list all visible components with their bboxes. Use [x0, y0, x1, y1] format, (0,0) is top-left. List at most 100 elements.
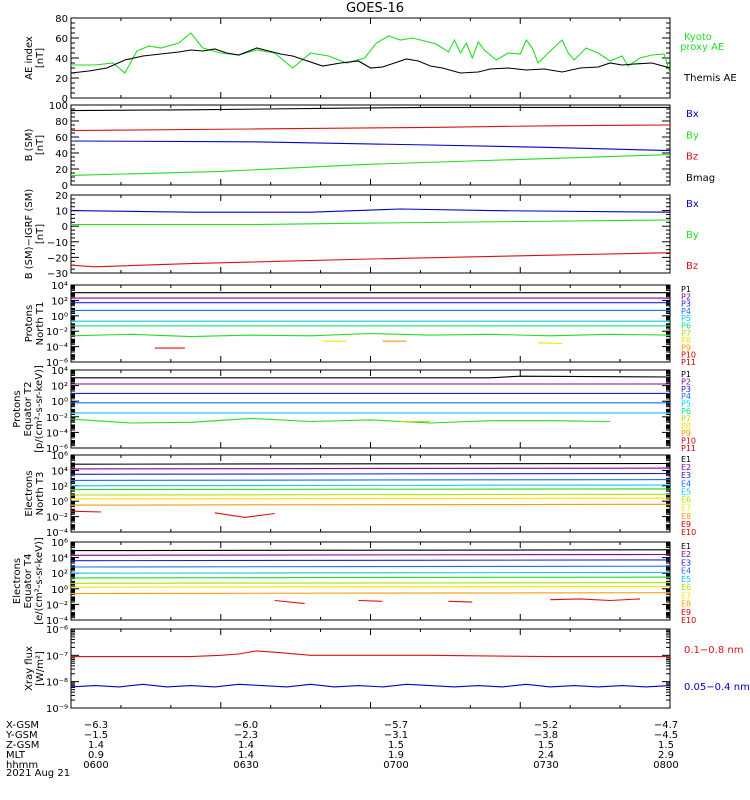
series-bmag [71, 106, 670, 112]
date-label: 2021 Aug 21 [6, 768, 70, 779]
legend-label: Bmag [686, 173, 715, 184]
legend-label: P2 [681, 377, 691, 386]
y-tick-label: 10⁶ [51, 451, 68, 462]
series-e2 [71, 553, 670, 556]
series-e2 [71, 467, 670, 470]
ephemeris-value: 1.5 [388, 740, 404, 751]
legend-label: E3 [681, 558, 691, 567]
legend-label: E8 [681, 600, 691, 609]
series-p6 [71, 417, 611, 424]
y-tick-label: 10⁻⁶ [46, 358, 68, 369]
legend-label: E6 [681, 583, 691, 592]
legend-label: E5 [681, 575, 691, 584]
panel-frame [70, 284, 671, 363]
legend-label: E9 [681, 520, 691, 529]
y-tick-label: 10⁻⁴ [46, 616, 68, 627]
legend-label: E10 [681, 616, 696, 625]
y-tick-label: 10⁻² [46, 600, 68, 611]
legend-label: P4 [681, 392, 691, 401]
legend-label: P4 [681, 307, 691, 316]
legend-label: P3 [681, 300, 691, 309]
panel-frame [70, 369, 671, 449]
panel-4: 10⁻⁶ 10⁻⁴ 10⁻² 10⁰ 10² 10⁴ Protons North T1 P1P2… [24, 281, 696, 369]
legend-label: P7 [681, 414, 691, 423]
legend-label: E4 [681, 479, 691, 488]
legend-label: Kyoto [684, 32, 712, 43]
legend-label: P5 [681, 400, 691, 409]
y-axis-title: [p/(cm²-s-sr-keV)] [34, 365, 45, 453]
y-tick-label: −20 [47, 253, 68, 264]
series-e5 [71, 571, 670, 574]
legend-label: P1 [681, 370, 691, 379]
legend-label: P2 [681, 292, 691, 301]
series-p1 [71, 375, 670, 379]
y-tick-label: 10⁻² [46, 513, 68, 524]
y-tick-label: 20 [55, 165, 68, 176]
legend-label: E7 [681, 591, 691, 600]
y-tick-label: 10⁻² [46, 327, 68, 338]
legend-label: E9 [681, 608, 691, 617]
y-tick-label: 80 [55, 14, 68, 25]
legend-label: Bx [686, 109, 699, 120]
ephemeris-value: 0700 [383, 760, 408, 771]
series-e8 [71, 497, 670, 500]
legend-label: Bz [686, 152, 698, 163]
y-axis-title: [e/(cm²-s-sr-keV)] [34, 537, 45, 625]
series-e10a [274, 599, 305, 605]
y-tick-label: 10⁻⁴ [46, 528, 68, 539]
legend-label: P3 [681, 385, 691, 394]
panel-8: 10⁻⁹ 10⁻⁸ 10⁻⁷ 10⁻⁶ Xray flux [W/m²] 0.1−0.8 n… [24, 625, 750, 715]
y-tick-label: −10 [47, 238, 68, 249]
legend-label: E8 [681, 512, 691, 521]
y-tick-label: 10⁻⁷ [46, 651, 68, 662]
series-e7 [71, 582, 670, 584]
y-axis-title: [nT] [35, 224, 46, 244]
series-e8 [71, 585, 670, 588]
legend-label: Themis AE [683, 73, 737, 84]
y-axis-title: North T3 [35, 472, 46, 516]
y-tick-label: 10⁴ [51, 466, 68, 477]
legend-label: Bx [686, 199, 699, 210]
y-axis-title: Equator T4 [23, 554, 34, 609]
y-tick-label: 10⁶ [51, 538, 68, 549]
y-tick-label: 10⁻⁴ [46, 428, 68, 439]
y-tick-label: 10⁻⁸ [46, 678, 68, 689]
series-e4 [71, 479, 670, 481]
legend-label: E7 [681, 504, 691, 513]
y-tick-label: 10² [51, 482, 68, 493]
legend-label: E4 [681, 567, 691, 576]
y-tick-label: 40 [55, 149, 68, 160]
ephemeris-value: −2.3 [234, 730, 258, 741]
panel-3: −30 −20 −10 0 10 20 B (SM)−IGRF (SM) [nT] Bx By Bz [24, 189, 699, 280]
ephemeris-label: X-GSM [6, 720, 39, 731]
legend-label: E2 [681, 550, 691, 559]
y-tick-label: 100 [49, 101, 68, 112]
y-axis-title: Electrons [24, 470, 35, 516]
y-tick-label: 0 [62, 181, 68, 192]
y-axis-title: Electrons [12, 558, 23, 604]
ephemeris-value: −4.5 [654, 730, 678, 741]
legend-label: E5 [681, 487, 691, 496]
y-tick-label: 10⁰ [51, 397, 68, 408]
legend-label: P6 [681, 407, 691, 416]
legend-label: P11 [681, 358, 696, 367]
series-e10a [71, 510, 102, 513]
series-e10c [448, 600, 473, 603]
panel-frame [70, 628, 671, 709]
legend-label: E1 [681, 542, 691, 551]
y-axis-title: Protons [24, 305, 35, 342]
legend-label: E2 [681, 463, 691, 472]
legend-label: 0.05−0.4 nm [684, 682, 750, 693]
series-e6 [71, 576, 670, 579]
ephemeris-value: −5.7 [384, 720, 408, 731]
legend-label: E10 [681, 528, 696, 537]
panel-frame [70, 17, 671, 99]
ephemeris-value: 1.4 [238, 750, 254, 761]
legend-label: P1 [681, 285, 691, 294]
legend-label: E6 [681, 496, 691, 505]
y-tick-label: 10⁻⁶ [46, 444, 68, 455]
ephemeris-value: −1.5 [84, 730, 108, 741]
ephemeris-value: 0630 [233, 760, 258, 771]
y-tick-label: 60 [55, 34, 68, 45]
